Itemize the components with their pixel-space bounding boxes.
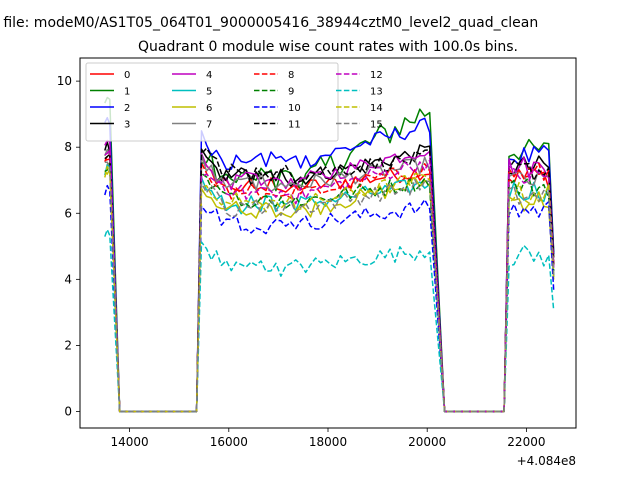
legend-box	[85, 62, 339, 142]
x-tick-label: 20000	[408, 435, 446, 449]
x-tick-label: 18000	[309, 435, 347, 449]
series-line-12	[104, 148, 555, 413]
y-axis: 0 2 4 6 8 10	[57, 74, 80, 418]
y-tick-label: 0	[64, 404, 72, 418]
legend-label-12: 12	[370, 70, 383, 81]
legend-label-8: 8	[288, 70, 294, 81]
legend-label-14: 14	[370, 103, 383, 114]
x-tick-label: 14000	[111, 435, 149, 449]
legend-label-6: 6	[206, 103, 212, 114]
y-tick-label: 4	[64, 272, 72, 286]
legend-label-9: 9	[288, 87, 294, 98]
legend-label-11: 11	[288, 120, 301, 131]
series-line-15	[104, 161, 555, 413]
figure-suptitle: n file: modeM0/AS1T05_064T01_9000005416_…	[0, 15, 538, 31]
legend-label-2: 2	[124, 103, 130, 114]
legend-label-13: 13	[370, 87, 383, 98]
series-line-11	[104, 147, 555, 413]
x-axis: 14000 16000 18000 20000 22000	[111, 428, 545, 449]
x-axis-offset-label: +4.084e8	[517, 454, 576, 468]
y-tick-label: 6	[64, 206, 72, 220]
series-layer	[104, 96, 555, 413]
legend-label-10: 10	[288, 103, 301, 114]
x-tick-label: 22000	[507, 435, 545, 449]
y-tick-label: 10	[57, 74, 72, 88]
y-tick-label: 2	[64, 338, 72, 352]
legend-label-5: 5	[206, 87, 212, 98]
legend-label-4: 4	[206, 70, 212, 81]
legend-label-0: 0	[124, 70, 130, 81]
legend-label-3: 3	[124, 120, 130, 131]
x-tick-label: 16000	[210, 435, 248, 449]
y-tick-label: 8	[64, 140, 72, 154]
legend-label-1: 1	[124, 87, 130, 98]
chart-title: Quadrant 0 module wise count rates with …	[138, 39, 518, 55]
legend-label-15: 15	[370, 120, 383, 131]
legend-label-7: 7	[206, 120, 212, 131]
